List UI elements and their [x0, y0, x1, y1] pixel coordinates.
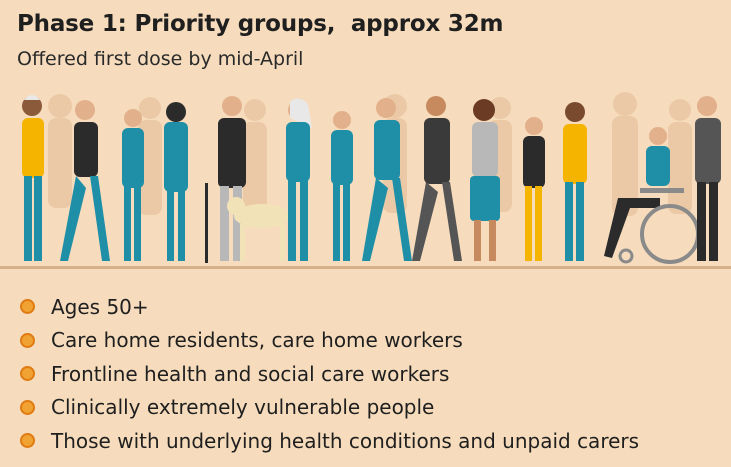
list-item: Care home residents, care home workers: [20, 324, 639, 358]
person-figure: [164, 102, 188, 261]
person-figure: [22, 95, 44, 261]
floor-line: [0, 266, 731, 269]
group-label: Care home residents, care home workers: [51, 328, 463, 353]
bullet-icon: [20, 399, 35, 415]
person-figure: [286, 98, 312, 261]
page-subtitle: Offered first dose by mid-April: [17, 48, 304, 70]
person-figure: [331, 111, 353, 261]
queue-of-people-illustration: [0, 92, 731, 269]
person-figure: [412, 96, 462, 261]
group-label: Those with underlying health conditions …: [51, 428, 640, 453]
person-figure: [563, 102, 587, 261]
person-figure: [60, 100, 110, 261]
person-figure: [523, 117, 545, 261]
bullet-icon: [20, 299, 35, 315]
person-figure: [122, 109, 144, 261]
person-figure: [470, 99, 500, 261]
background-silhouettes: [48, 92, 692, 216]
person-figure: [362, 98, 412, 261]
bullet-icon: [20, 366, 35, 382]
list-item: Ages 50+: [20, 290, 639, 324]
bullet-icon: [20, 433, 35, 449]
bullet-icon: [20, 332, 35, 348]
group-label: Clinically extremely vulnerable people: [51, 395, 435, 420]
list-item: Clinically extremely vulnerable people: [20, 391, 639, 425]
priority-groups-list: Ages 50+ Care home residents, care home …: [20, 290, 639, 458]
group-label: Ages 50+: [51, 294, 149, 319]
list-item: Those with underlying health conditions …: [20, 424, 639, 458]
group-label: Frontline health and social care workers: [51, 361, 450, 386]
person-figure: [205, 96, 290, 263]
list-item: Frontline health and social care workers: [20, 357, 639, 391]
page-title: Phase 1: Priority groups, approx 32m: [17, 11, 504, 37]
person-figure: [695, 96, 721, 261]
